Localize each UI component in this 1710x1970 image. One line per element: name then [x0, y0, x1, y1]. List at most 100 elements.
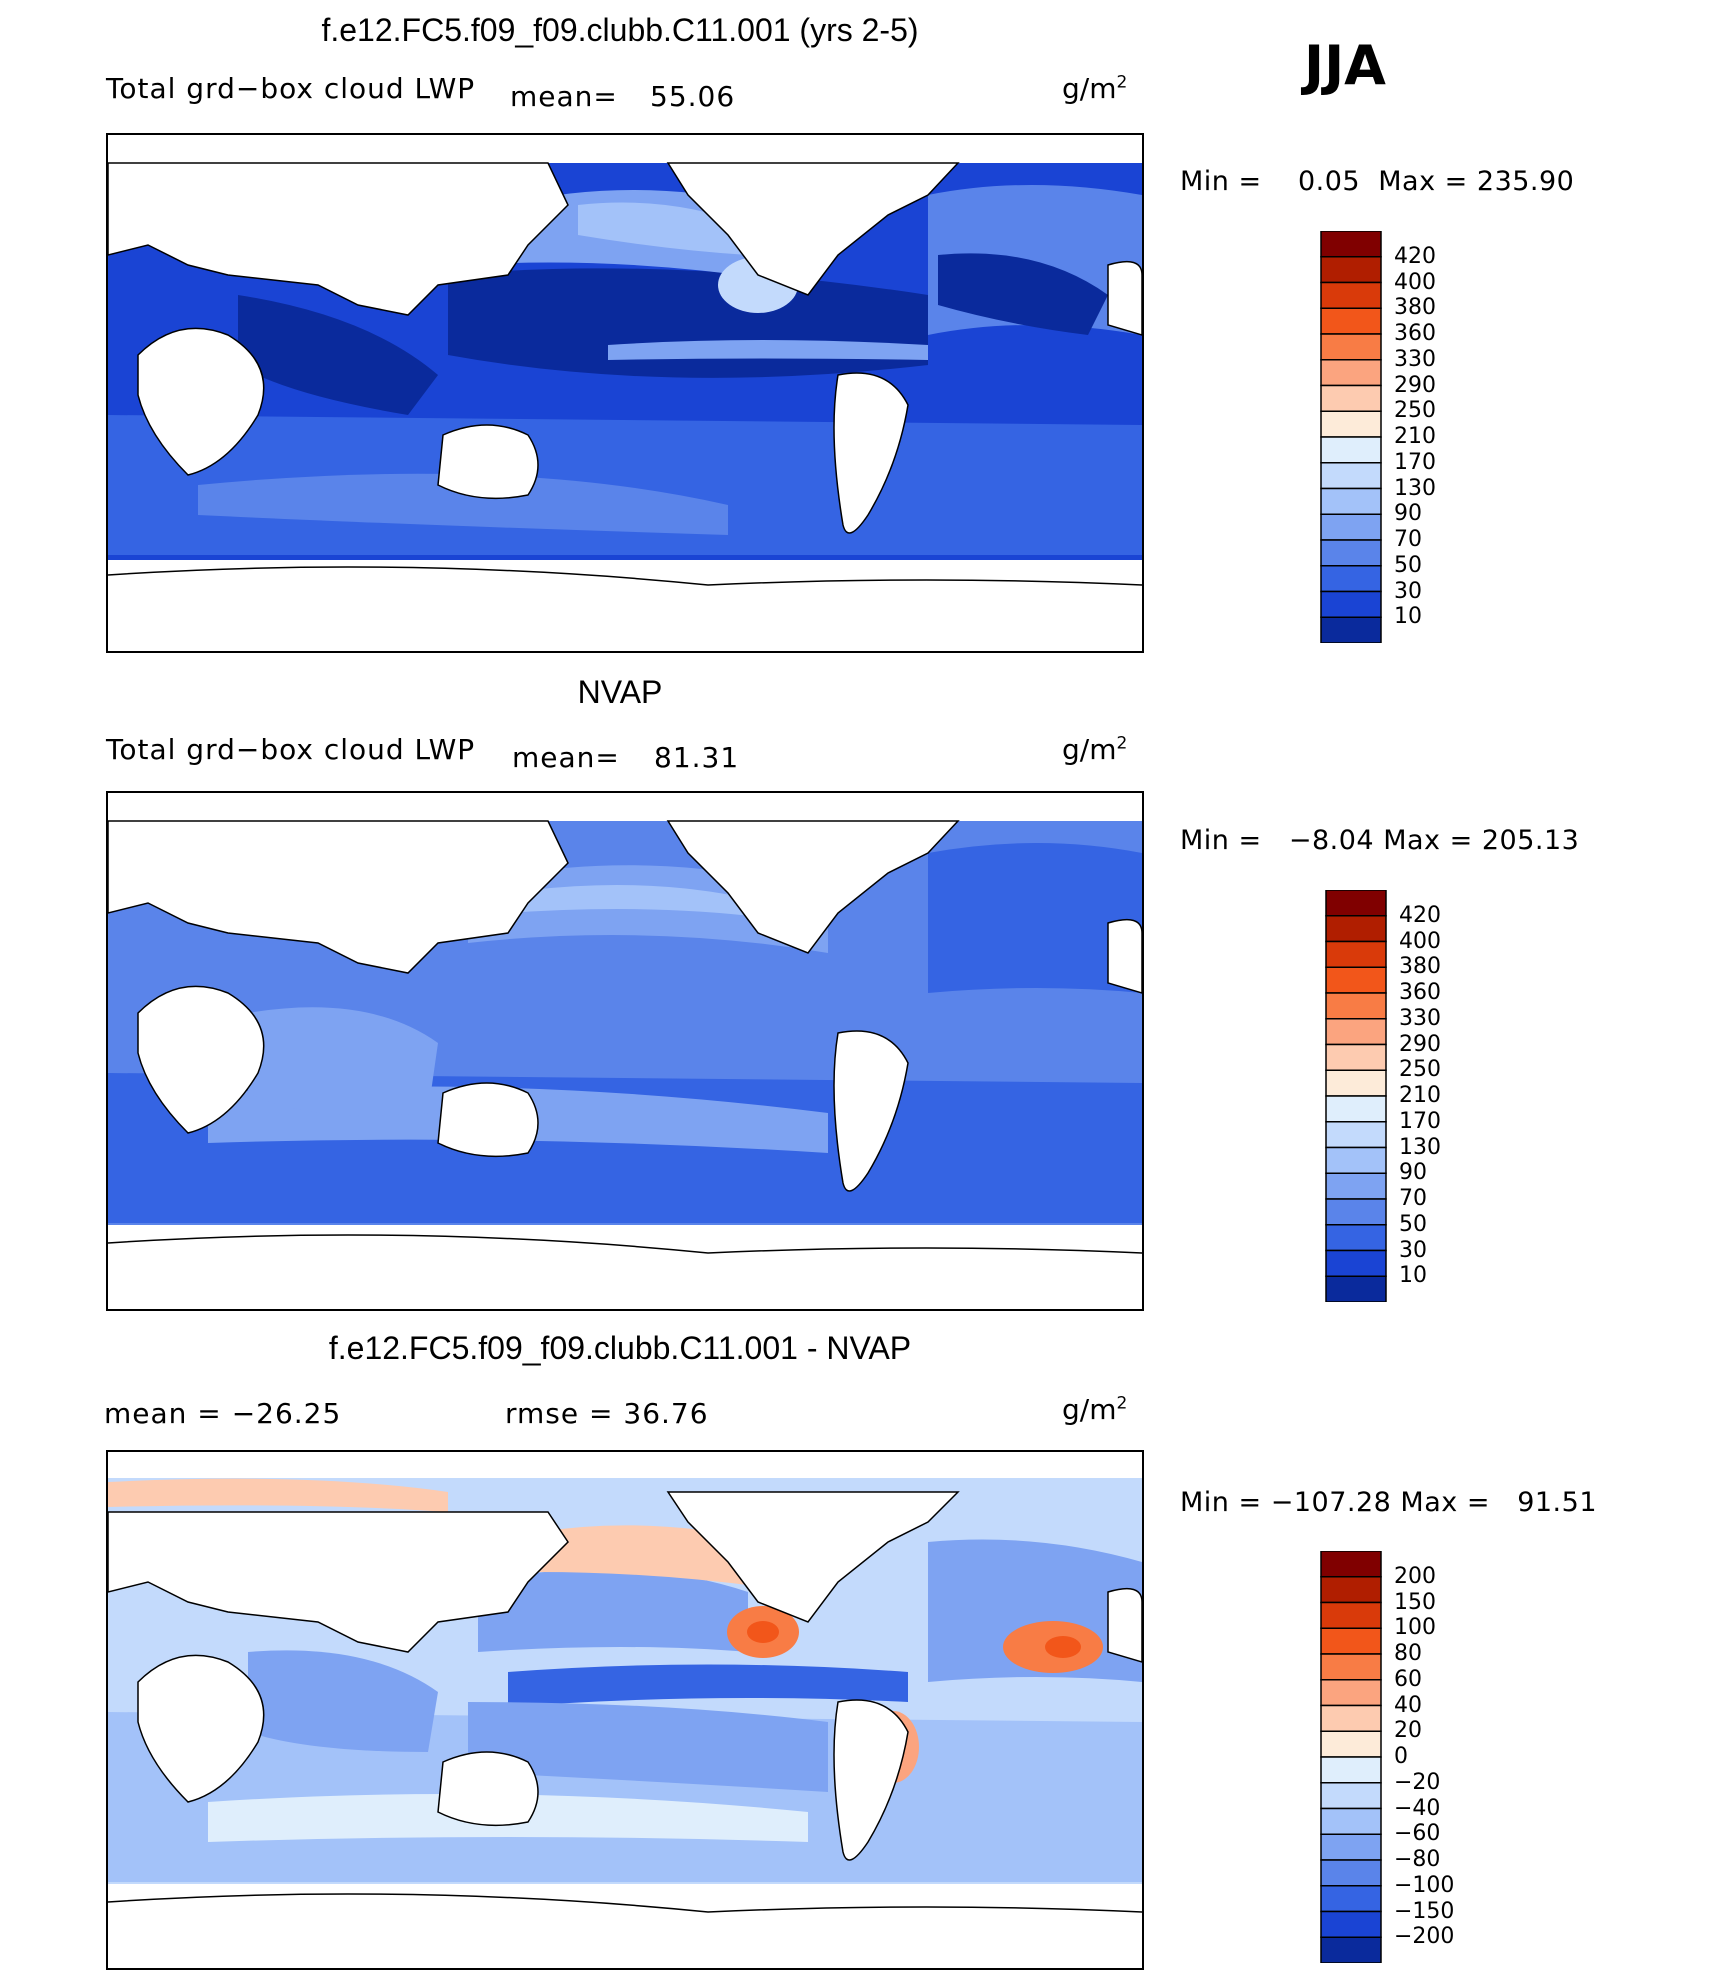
panel2-australia — [437, 1082, 539, 1158]
panel3-north-america — [666, 1491, 960, 1623]
colorbar-swatch — [1320, 616, 1382, 644]
colorbar-swatch — [1320, 1936, 1382, 1964]
colorbar-tick-label: 330 — [1399, 1005, 1441, 1031]
colorbar-tick-label: −80 — [1394, 1847, 1441, 1872]
colorbar-swatch — [1325, 1069, 1387, 1097]
panel1-title: f.e12.FC5.f09_f09.clubb.C11.001 (yrs 2-5… — [321, 12, 919, 48]
colorbar-swatch — [1320, 1653, 1382, 1681]
colorbar-swatch — [1320, 333, 1382, 361]
colorbar-swatch — [1325, 1275, 1387, 1303]
panel1-europe-right — [1107, 260, 1142, 336]
colorbar-tick-label: −60 — [1394, 1821, 1441, 1847]
panel3-arctic-pos — [108, 1478, 448, 1512]
colorbar-swatch — [1325, 1172, 1387, 1200]
colorbar-tick-label: 170 — [1394, 449, 1436, 475]
colorbar-swatch — [1320, 410, 1382, 438]
panel3-minmax: Min = −107.28 Max = 91.51 — [1180, 1487, 1597, 1518]
panel2-indian-ocean — [248, 1007, 438, 1116]
panel1-antarctica — [108, 566, 1142, 586]
colorbar-swatch — [1325, 1146, 1387, 1174]
colorbar-swatch — [1320, 1910, 1382, 1938]
panel2-title: NVAP — [577, 674, 663, 710]
colorbar-tick-label: 380 — [1399, 954, 1441, 980]
colorbar-swatch — [1325, 992, 1387, 1020]
panel2-antarctica — [108, 1234, 1142, 1254]
colorbar-tick-label: 70 — [1394, 527, 1422, 552]
panel2-units: g/m2 — [1062, 733, 1128, 766]
colorbar-swatch — [1320, 1833, 1382, 1861]
colorbar-swatch — [1320, 1782, 1382, 1810]
colorbar-tick-label: 170 — [1399, 1108, 1441, 1134]
colorbar-swatch — [1320, 1756, 1382, 1784]
colorbar-tick-label: −100 — [1394, 1872, 1455, 1898]
colorbar-swatch — [1325, 1095, 1387, 1123]
panel1-units: g/m2 — [1062, 72, 1128, 105]
colorbar-swatch — [1325, 940, 1387, 968]
colorbar-swatch — [1320, 513, 1382, 541]
colorbar-swatch — [1320, 436, 1382, 464]
colorbar-swatches — [1325, 889, 1387, 1303]
panel2-south-america — [833, 1030, 909, 1192]
panel2-tropical-pacific — [468, 959, 928, 1071]
colorbar-swatch — [1320, 1730, 1382, 1758]
colorbar-swatch — [1320, 1885, 1382, 1913]
colorbar-tick-label: 10 — [1399, 1263, 1427, 1289]
panel2-arctic-strip — [108, 793, 1142, 821]
season-label: JJA — [1304, 34, 1386, 97]
colorbar-swatch — [1320, 230, 1382, 258]
panel2-north-pacific-band — [508, 885, 768, 918]
panel2-north-america — [666, 820, 960, 954]
colorbar-swatches — [1320, 230, 1382, 644]
colorbar-swatch — [1320, 539, 1382, 567]
panel1-south-america — [833, 372, 909, 534]
colorbar-swatch — [1320, 1807, 1382, 1835]
colorbar-swatch — [1325, 1198, 1387, 1226]
colorbar-tick-label: 30 — [1394, 578, 1422, 604]
panel1-southern-ocean-light — [198, 473, 728, 535]
colorbar-tick-label: 360 — [1394, 321, 1436, 346]
panel2-antarctic-land — [108, 1225, 1142, 1309]
colorbar-swatch — [1320, 384, 1382, 412]
colorbar-swatch — [1325, 1018, 1387, 1046]
panel1-colorbar: 420 400 380 360 330 290 250 210 170 130 90 70 50 30 10 — [1320, 230, 1436, 644]
panel2-eurasia — [108, 820, 569, 974]
colorbar-swatch — [1320, 487, 1382, 515]
colorbar-tick-label: −20 — [1394, 1769, 1441, 1795]
panel2-map — [106, 791, 1144, 1311]
colorbar-swatch — [1320, 1550, 1382, 1578]
panel2-africa — [137, 985, 265, 1134]
colorbar-swatch — [1320, 281, 1382, 309]
colorbar-tick-label: 100 — [1394, 1615, 1436, 1641]
panel1-north-pacific-high — [578, 202, 748, 255]
panel1-mean-value: 55.06 — [650, 80, 736, 113]
panel3-tropical-pacific — [468, 1702, 828, 1792]
colorbar-tick-label: 290 — [1394, 372, 1436, 398]
colorbar-tick-label: 420 — [1394, 243, 1436, 269]
colorbar-tick-label: −200 — [1394, 1924, 1455, 1950]
panel1-field-label: Total grd−box cloud LWP — [106, 72, 476, 105]
panel3-australia — [437, 1751, 539, 1827]
panel1-arctic-strip — [108, 135, 1142, 163]
colorbar-swatch — [1320, 590, 1382, 618]
panel1-north-america — [666, 162, 960, 296]
panel1-minmax: Min = 0.05 Max = 235.90 — [1180, 166, 1575, 197]
panel1-itcz — [608, 340, 928, 360]
colorbar-swatches — [1320, 1550, 1382, 1964]
colorbar-swatch — [1320, 359, 1382, 387]
panel2-mean-value: 81.31 — [654, 741, 740, 774]
colorbar-tick-label: 70 — [1399, 1186, 1427, 1211]
panel2-field-label: Total grd−box cloud LWP — [106, 733, 476, 766]
panel2-mean-label: mean= — [512, 741, 620, 774]
panel3-antarctic-land — [108, 1884, 1142, 1968]
panel3-indian-ocean — [248, 1650, 438, 1752]
panel3-title: f.e12.FC5.f09_f09.clubb.C11.001 - NVAP — [328, 1330, 912, 1366]
colorbar-tick-label: 210 — [1394, 424, 1436, 449]
colorbar-swatch — [1320, 256, 1382, 284]
panel1-mean-label: mean= — [510, 80, 618, 113]
panel1-africa — [137, 327, 265, 476]
panel3-antarctica — [108, 1893, 1142, 1913]
colorbar-tick-label: 90 — [1394, 501, 1422, 527]
colorbar-tick-label: 150 — [1394, 1589, 1436, 1615]
colorbar-swatch — [1320, 1859, 1382, 1887]
colorbar-tick-label: −40 — [1394, 1795, 1441, 1821]
